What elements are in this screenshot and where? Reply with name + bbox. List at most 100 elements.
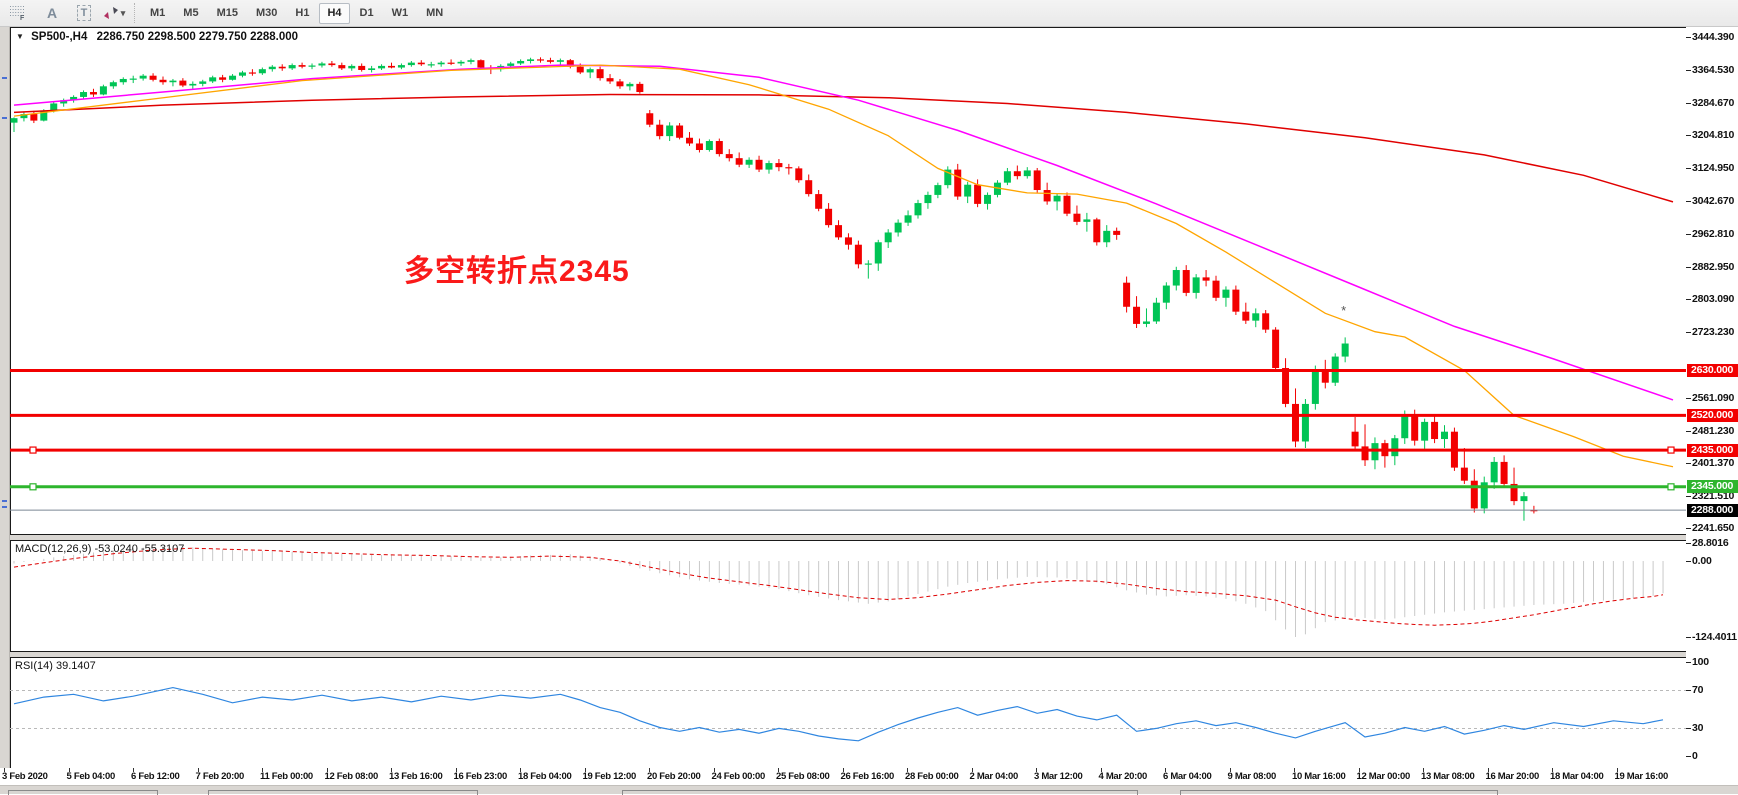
time-tick-mark [971,768,973,772]
time-tick-mark [1229,768,1231,772]
time-tick-label: 24 Feb 00:00 [711,771,766,782]
chart-collapse-icon[interactable]: ▼ [16,32,24,41]
hline-handle[interactable] [1667,483,1675,491]
time-tick-mark [520,768,521,772]
timeframe-button-h1[interactable]: H1 [295,6,310,19]
price-tick-mark [1686,495,1691,497]
price-tick-mark [1686,528,1691,530]
chart-object-marker: * [1341,303,1346,318]
price-tick-mark [1686,299,1691,301]
time-axis[interactable] [0,768,1738,785]
rsi-indicator [10,686,1686,742]
time-tick-mark [1100,768,1102,772]
hline-handle[interactable] [29,446,37,454]
macd-tick-label: 28.8016 [1692,536,1729,549]
time-tick-mark [391,768,392,772]
time-tick-label: 2 Mar 04:00 [969,771,1019,782]
price-axis[interactable] [1686,27,1738,768]
time-tick-label: 7 Feb 20:00 [195,771,245,782]
time-tick-label: 16 Mar 20:00 [1485,771,1540,782]
timeframe-button-mn[interactable]: MN [426,6,444,19]
time-tick-mark [133,768,134,772]
macd-indicator-label: MACD(12,26,9) -53.0240 -55.3107 [15,543,185,555]
time-tick-mark [1423,768,1424,772]
time-tick-mark [584,768,586,772]
rsi-tick-mark [1686,689,1691,691]
timeframe-button-m1[interactable]: M1 [150,6,166,19]
price-tick-mark [1686,266,1691,268]
time-tick-mark [649,768,650,772]
timeframe-button-m30[interactable]: M30 [255,6,278,19]
hline-price-label: 2520.000 [1687,408,1738,422]
chart-text-annotation[interactable]: 多空转折点2345 [404,255,630,288]
time-tick-mark [1165,768,1166,772]
chart-symbol-period: SP500-,H4 [31,31,88,43]
timeframe-button-group: M1 M5 M15 M30 H1 H4 D1 W1 MN [141,2,452,24]
chart-ohlc-readout: 2286.750 2298.500 2279.750 2288.000 [96,31,299,43]
time-tick-label: 6 Mar 04:00 [1163,771,1212,782]
price-tick-mark [1686,331,1691,333]
symbol-cycle-icon[interactable]: ▾ [102,2,126,24]
rsi-line [13,686,1664,742]
horizontal-line-objects[interactable] [10,368,1686,491]
candlestick-series [10,57,1538,521]
hline-price-label: 2345.000 [1687,480,1738,494]
time-tick-label: 18 Feb 04:00 [518,771,572,782]
timeframe-button-m5[interactable]: M5 [183,6,199,19]
text-tool-icon[interactable]: T [72,2,96,24]
price-tick-label: 2481.230 [1692,424,1735,437]
time-tick-label: 12 Mar 00:00 [1356,771,1411,782]
time-tick-label: 10 Mar 16:00 [1292,771,1346,782]
price-tick-mark [1686,463,1691,465]
rsi-tick-mark [1686,727,1691,729]
label-a-icon[interactable]: A [46,5,58,21]
timeframe-button-d1[interactable]: D1 [359,6,374,19]
macd-indicator [13,545,1664,638]
time-tick-label: 11 Feb 00:00 [260,771,313,782]
pane-splitter[interactable] [10,651,1728,657]
hline-price-label: 2630.000 [1687,363,1738,377]
time-tick-mark [455,768,457,772]
pane-splitter[interactable] [10,534,1728,540]
time-tick-label: 4 Mar 20:00 [1098,771,1148,782]
time-tick-mark [4,768,5,772]
macd-tick-mark [1686,542,1691,544]
rsi-tick-label: 70 [1692,683,1704,696]
macd-tick-label: 0.00 [1692,554,1712,567]
timeframe-button-w1[interactable]: W1 [391,6,409,19]
time-tick-label: 20 Feb 20:00 [647,771,701,782]
time-tick-mark [713,768,715,772]
macd-signal-line [13,547,1664,626]
rsi-tick-mark [1686,661,1691,663]
timeframe-button-m15[interactable]: M15 [216,6,238,19]
time-tick-label: 19 Feb 12:00 [582,771,637,782]
price-tick-label: 3444.390 [1692,31,1735,44]
hline-handle[interactable] [1667,446,1675,454]
rsi-tick-label: 30 [1692,721,1704,734]
dropdown-caret-icon: ▾ [120,7,126,18]
price-tick-label: 2561.090 [1692,392,1735,405]
hline-handle[interactable] [29,483,37,491]
time-tick-mark [1358,768,1360,772]
time-tick-mark [778,768,779,772]
price-tick-label: 2962.810 [1692,228,1735,241]
rsi-tick-label: 100 [1692,655,1709,668]
time-tick-mark [1487,768,1489,772]
time-tick-label: 25 Feb 08:00 [776,771,830,782]
grid-f-icon[interactable]: F [6,2,30,24]
price-tick-mark [1686,234,1691,236]
time-tick-label: 6 Feb 12:00 [131,771,180,782]
main-pane[interactable] [10,27,1687,535]
svg-text:F: F [20,15,25,21]
time-tick-label: 13 Feb 16:00 [389,771,443,782]
price-tick-mark [1686,102,1691,104]
timeframe-button-h4[interactable]: H4 [319,2,350,24]
time-tick-mark [1552,768,1553,772]
left-panel-edge [0,27,10,768]
rsi-pane[interactable] [10,657,1687,769]
time-tick-label: 28 Feb 00:00 [905,771,959,782]
price-tick-label: 3124.950 [1692,161,1735,174]
ma-mid-magenta [13,64,1674,401]
chart-title: ▼ SP500-,H4 2286.750 2298.500 2279.750 2… [16,31,298,43]
